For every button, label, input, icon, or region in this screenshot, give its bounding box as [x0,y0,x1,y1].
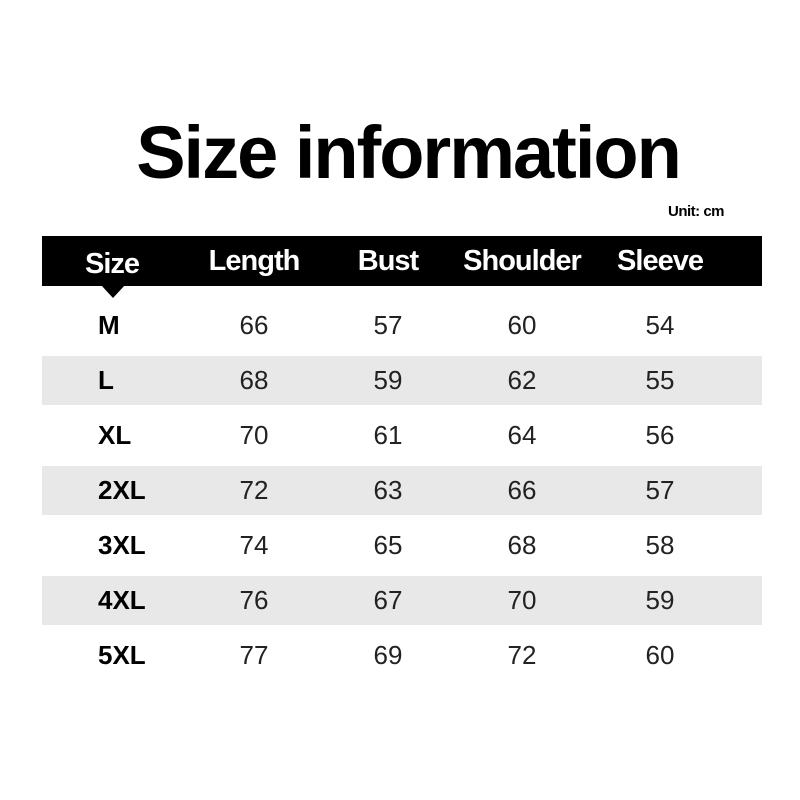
table-row: L 68 59 62 55 [42,356,762,405]
size-label: 5XL [98,640,146,670]
table-cell: 60 [645,640,675,670]
table-cell: 77 [239,640,269,670]
table-row: 4XL 76 67 70 59 [42,576,762,625]
table-cell: 70 [239,420,269,450]
size-label: M [98,310,120,340]
column-header: Shoulder [463,245,582,277]
table-cell: 60 [507,310,537,340]
size-label: 3XL [98,530,146,560]
table-cell: 72 [507,640,537,670]
column-header: Sleeve [617,245,704,277]
table-cell: 64 [507,420,537,450]
table-cell: 68 [507,530,537,560]
table-row: 2XL 72 63 66 57 [42,466,762,515]
table-cell: 66 [239,310,269,340]
table-cell: 66 [507,475,537,505]
size-label: XL [98,420,132,450]
column-header: Length [208,245,301,277]
table-row: XL 70 61 64 56 [42,411,762,460]
size-label: 2XL [98,475,146,505]
table-cell: 72 [239,475,269,505]
table-cell: 69 [373,640,403,670]
page-title: Size information [136,111,682,194]
table-row: M 66 57 60 54 [42,301,762,350]
table-cell: 58 [645,530,675,560]
table-cell: 57 [373,310,403,340]
table-cell: 76 [239,585,269,615]
table-cell: 65 [373,530,403,560]
table-header: Size Length Bust Shoulder Sleeve [42,236,762,286]
table-row: 5XL 77 69 72 60 [42,631,762,680]
table-cell: 59 [645,585,675,615]
table-cell: 63 [373,475,403,505]
size-label: L [98,365,114,395]
table-cell: 61 [373,420,403,450]
column-header: Size [84,248,140,280]
table-cell: 74 [239,530,269,560]
table-cell: 57 [645,475,675,505]
column-header: Bust [357,245,419,277]
table-cell: 62 [507,365,537,395]
table-cell: 56 [645,420,675,450]
table-cell: 70 [507,585,537,615]
unit-label: Unit: cm [668,203,725,220]
size-label: 4XL [98,585,146,615]
table-row: 3XL 74 65 68 58 [42,521,762,570]
table-cell: 54 [645,310,675,340]
table-cell: 59 [373,365,403,395]
table-cell: 68 [239,365,269,395]
table-cell: 55 [645,365,675,395]
table-cell: 67 [373,585,403,615]
pointer-arrow-icon [101,285,125,298]
